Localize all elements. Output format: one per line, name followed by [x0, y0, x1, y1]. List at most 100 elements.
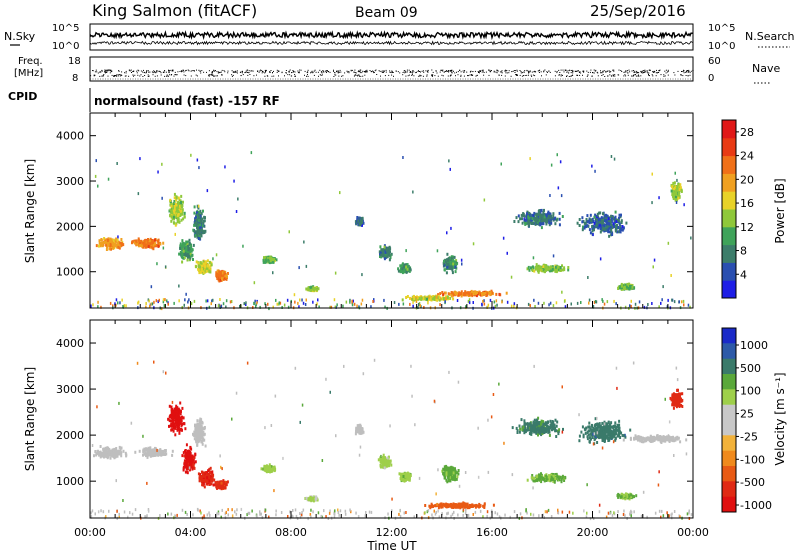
scatter-cell: [592, 233, 594, 236]
freq-dot: [691, 71, 692, 72]
scatter-cell: [171, 454, 173, 457]
scatter-cell: [125, 452, 127, 455]
scatter-cell: [613, 222, 615, 225]
freq-dot: [528, 71, 529, 72]
scatter-cell: [389, 258, 391, 261]
scatter-cell: [180, 242, 182, 245]
scatter-cell: [183, 242, 185, 245]
freq-dot: [524, 70, 525, 71]
freq-dot: [365, 70, 366, 71]
freq-dot: [222, 70, 223, 71]
scatter-cell: [270, 259, 272, 262]
scatter-cell: [226, 278, 228, 281]
freq-dot: [95, 71, 96, 72]
scatter-cell: [349, 301, 351, 304]
freq-dot: [600, 72, 601, 73]
scatter-cell: [125, 304, 127, 307]
freq-dot: [235, 72, 236, 73]
scatter-cell: [111, 241, 113, 244]
scatter-cell: [469, 301, 471, 304]
scatter-cell: [446, 271, 448, 274]
scatter-cell: [427, 301, 429, 304]
freq-dot: [116, 76, 117, 77]
freq-dot: [586, 71, 587, 72]
scatter-cell: [156, 262, 158, 265]
scatter-cell: [218, 270, 220, 273]
scatter-cell: [96, 244, 98, 247]
freq-dot: [218, 71, 219, 72]
scatter-cell: [183, 250, 185, 253]
scatter-cell: [180, 210, 182, 213]
freq-dot: [94, 75, 95, 76]
freq-dot: [634, 71, 635, 72]
freq-dot: [100, 71, 101, 72]
scatter-cell: [194, 467, 196, 470]
scatter-cell: [198, 205, 200, 208]
freq-dot: [314, 71, 315, 72]
scatter-cell: [405, 249, 407, 252]
freq-dot: [688, 71, 689, 72]
scatter-cell: [514, 302, 516, 305]
freq-dot: [454, 72, 455, 73]
freq-dot: [668, 70, 669, 71]
scatter-cell: [455, 270, 457, 273]
freq-dot: [141, 71, 142, 72]
scatter-cell: [342, 305, 344, 308]
freq-dot: [166, 72, 167, 73]
colorbar-cell: [722, 138, 736, 156]
scatter-cell: [207, 189, 209, 192]
freq-dot: [291, 72, 292, 73]
scatter-cell: [554, 217, 556, 220]
freq-dot: [256, 75, 257, 76]
scatter-cell: [181, 429, 183, 432]
freq-dot: [249, 74, 250, 75]
freq-dot: [183, 71, 184, 72]
freq-dot: [594, 73, 595, 74]
freq-dot: [264, 72, 265, 73]
freq-dot: [533, 75, 534, 76]
scatter-cell: [171, 211, 173, 214]
scatter-cell: [679, 300, 681, 303]
scatter-cell: [173, 424, 175, 427]
scatter-cell: [496, 304, 498, 307]
freq-dot: [222, 74, 223, 75]
scatter-cell: [631, 300, 633, 303]
freq-dot: [620, 70, 621, 71]
scatter-cell: [372, 300, 374, 303]
scatter-cell: [484, 199, 486, 202]
power-y-label: Slant Range [km]: [23, 159, 37, 263]
freq-dot: [169, 70, 170, 71]
scatter-cell: [559, 223, 561, 226]
scatter-cell: [219, 298, 221, 301]
scatter-cell: [528, 224, 530, 227]
scatter-cell: [102, 453, 104, 456]
freq-dot: [526, 70, 527, 71]
scatter-cell: [113, 452, 115, 455]
freq-dot: [502, 70, 503, 71]
scatter-cell: [444, 300, 446, 303]
freq-dot: [344, 72, 345, 73]
freq-dot: [624, 74, 625, 75]
freq-dot: [413, 75, 414, 76]
scatter-cell: [584, 227, 586, 230]
scatter-cell: [96, 159, 98, 162]
freq-dot: [643, 72, 644, 73]
scatter-cell: [544, 265, 546, 268]
freq-dot: [460, 76, 461, 77]
freq-dot: [568, 73, 569, 74]
scatter-cell: [460, 292, 462, 295]
freq-dot: [358, 75, 359, 76]
scatter-cell: [690, 237, 692, 240]
freq-dot: [389, 70, 390, 71]
scatter-cell: [181, 213, 183, 216]
freq-dot: [557, 71, 558, 72]
freq-dot: [442, 70, 443, 71]
freq-dot: [338, 72, 339, 73]
scatter-cell: [561, 291, 563, 294]
scatter-cell: [117, 235, 119, 238]
scatter-cell: [305, 288, 307, 291]
scatter-cell: [614, 158, 616, 161]
freq-dot: [107, 70, 108, 71]
scatter-cell: [254, 281, 256, 284]
